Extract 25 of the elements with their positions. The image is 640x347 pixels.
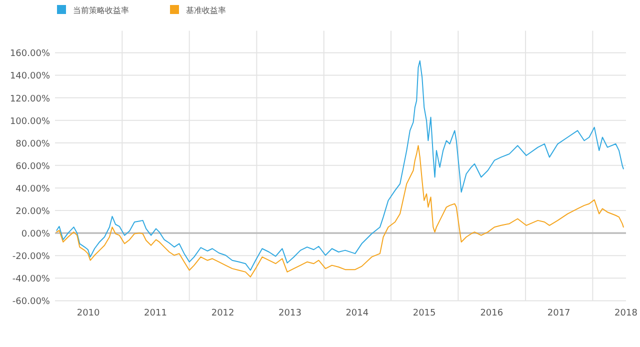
y-tick-label: -20.00% <box>12 252 50 262</box>
y-tick-label: 60.00% <box>16 162 50 172</box>
x-tick-label: 2015 <box>412 308 436 319</box>
y-tick-label: 140.00% <box>10 72 50 82</box>
y-tick-label: -40.00% <box>12 274 50 285</box>
y-tick-label: 100.00% <box>10 116 50 127</box>
x-tick-label: 2017 <box>547 308 570 319</box>
y-tick-label: 0.00% <box>21 230 50 240</box>
line-series <box>56 60 624 271</box>
y-tick-label: 80.00% <box>16 139 50 150</box>
line-series <box>56 145 624 278</box>
y-tick-label: 160.00% <box>10 49 50 60</box>
x-tick-label: 2013 <box>278 308 302 319</box>
y-tick-label: 120.00% <box>10 94 50 104</box>
x-tick-label: 2011 <box>144 308 167 319</box>
x-tick-label: 2010 <box>76 308 100 319</box>
x-tick-label: 2012 <box>211 308 234 319</box>
y-tick-label: 20.00% <box>16 207 50 218</box>
x-tick-label: 2018 <box>614 308 638 319</box>
legend-label: 当前策略收益率 <box>73 6 129 15</box>
legend-label: 基准收益率 <box>186 6 226 15</box>
x-tick-label: 2016 <box>480 308 504 319</box>
y-tick-label: 40.00% <box>16 184 50 194</box>
x-tick-label: 2014 <box>346 308 369 319</box>
y-tick-label: -60.00% <box>12 297 50 308</box>
